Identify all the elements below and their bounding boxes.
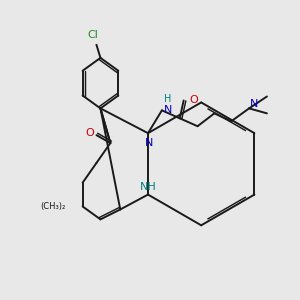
Text: N: N — [145, 138, 153, 148]
Text: N: N — [250, 99, 258, 110]
Text: N: N — [164, 105, 172, 116]
Text: Cl: Cl — [87, 30, 98, 40]
Text: H: H — [164, 94, 171, 104]
Text: O: O — [190, 95, 198, 106]
Text: NH: NH — [140, 182, 156, 192]
Text: O: O — [85, 128, 94, 138]
Text: (CH₃)₂: (CH₃)₂ — [40, 202, 66, 211]
